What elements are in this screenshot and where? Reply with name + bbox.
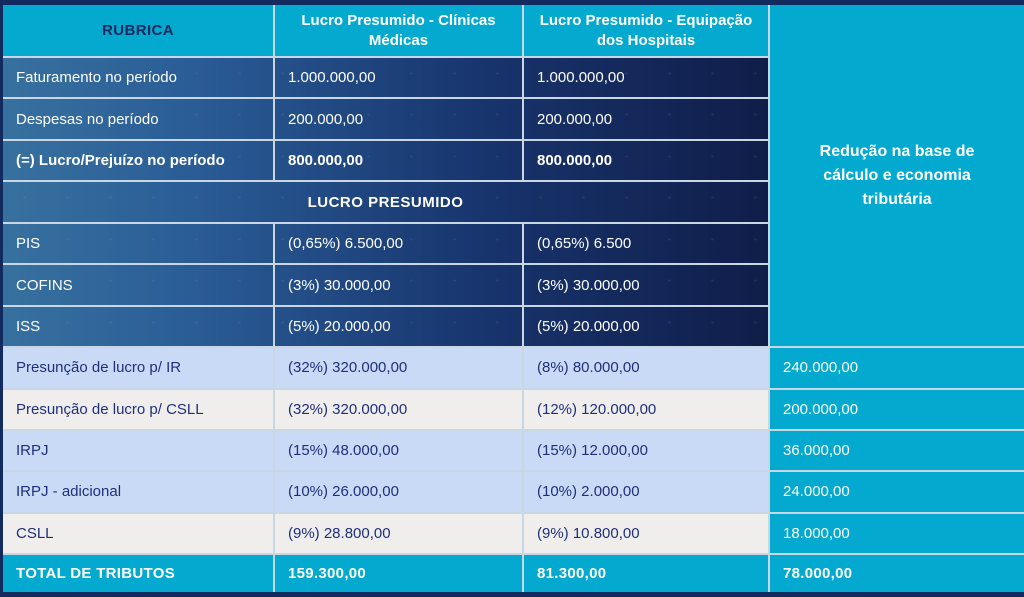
row-label: Faturamento no período — [3, 58, 275, 98]
table-row-despesas: Despesas no período 200.000,00 200.000,0… — [3, 99, 768, 139]
total-row-label: TOTAL DE TRIBUTOS — [3, 554, 273, 592]
value-hospitais: (0,65%) 6.500 — [537, 235, 632, 253]
value-hospitais: (12%) 120.000,00 — [524, 389, 768, 429]
row-label-presuncao-ir: Presunção de lucro p/ IR — [3, 348, 273, 388]
value-clinicas: (32%) 320.000,00 — [275, 389, 522, 429]
value-clinicas: 800.000,00 — [275, 140, 524, 181]
table-row-cofins: COFINS (3%) 30.000,00 (3%) 30.000,00 — [3, 265, 768, 305]
value-clinicas: (9%) 28.800,00 — [275, 513, 522, 553]
tax-comparison-table: RUBRICA Lucro Presumido - Clínicas Médic… — [3, 5, 1024, 592]
row-label: PIS — [3, 224, 275, 264]
value-reducao: 36.000,00 — [770, 430, 1024, 471]
value-hospitais: (5%) 20.000,00 — [537, 317, 640, 335]
section-title-row: LUCRO PRESUMIDO — [3, 182, 768, 223]
row-label: (=) Lucro/Prejuízo no período — [3, 140, 275, 181]
value-hospitais: (9%) 10.800,00 — [524, 513, 768, 553]
value-hospitais: (3%) 30.000,00 — [537, 276, 640, 294]
row-label: ISS — [3, 306, 275, 347]
section-title: LUCRO PRESUMIDO — [307, 193, 464, 211]
value-reducao: 18.000,00 — [770, 513, 1024, 553]
value-hospitais: 200.000,00 — [537, 110, 613, 128]
value-clinicas: (32%) 320.000,00 — [275, 348, 522, 388]
row-label-irpj-adicional: IRPJ - adicional — [3, 472, 273, 512]
merged-reducao-cell: Redução na base de cálculo e economia tr… — [770, 5, 1024, 347]
row-label-presuncao-csll: Presunção de lucro p/ CSLL — [3, 389, 273, 429]
value-clinicas: 200.000,00 — [275, 99, 524, 139]
value-reducao: 200.000,00 — [770, 389, 1024, 429]
value-hospitais: (8%) 80.000,00 — [524, 348, 768, 388]
value-hospitais: 1.000.000,00 — [537, 69, 625, 87]
row-label-irpj: IRPJ — [3, 430, 273, 471]
value-reducao: 24.000,00 — [770, 472, 1024, 512]
total-value-clinicas: 159.300,00 — [275, 554, 522, 592]
value-clinicas: 1.000.000,00 — [275, 58, 524, 98]
value-clinicas: (5%) 20.000,00 — [275, 306, 524, 347]
value-clinicas: (0,65%) 6.500,00 — [275, 224, 524, 264]
value-clinicas: (10%) 26.000,00 — [275, 472, 522, 512]
table-row-lucro-prejuizo: (=) Lucro/Prejuízo no período 800.000,00… — [3, 140, 768, 181]
row-label-csll: CSLL — [3, 513, 273, 553]
table-row-pis: PIS (0,65%) 6.500,00 (0,65%) 6.500 — [3, 224, 768, 264]
value-reducao: 240.000,00 — [770, 348, 1024, 388]
header-rubrica: RUBRICA — [3, 5, 273, 56]
table-row-faturamento: Faturamento no período 1.000.000,00 1.00… — [3, 58, 768, 98]
total-value-hospitais: 81.300,00 — [524, 554, 768, 592]
value-clinicas: (15%) 48.000,00 — [275, 430, 522, 471]
header-lucro-presumido-hospitais: Lucro Presumido - Equipação dos Hospitai… — [524, 5, 768, 56]
total-value-reducao: 78.000,00 — [770, 554, 1024, 592]
value-hospitais: 800.000,00 — [537, 151, 613, 169]
header-lucro-presumido-clinicas: Lucro Presumido - Clínicas Médicas — [275, 5, 522, 56]
value-clinicas: (3%) 30.000,00 — [275, 265, 524, 305]
row-label: Despesas no período — [3, 99, 275, 139]
value-hospitais: (10%) 2.000,00 — [524, 472, 768, 512]
row-label: COFINS — [3, 265, 275, 305]
value-hospitais: (15%) 12.000,00 — [524, 430, 768, 471]
table-row-iss: ISS (5%) 20.000,00 (5%) 20.000,00 — [3, 306, 768, 347]
